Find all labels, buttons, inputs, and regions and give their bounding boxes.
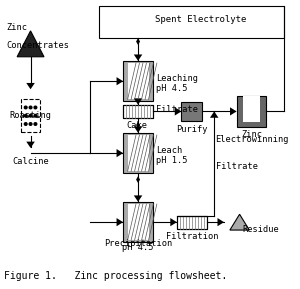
Bar (123, 133, 153, 173)
Bar (128, 63, 148, 99)
Text: pH 4.5: pH 4.5 (156, 84, 188, 93)
Circle shape (24, 123, 27, 125)
Polygon shape (134, 195, 142, 202)
Text: Purify: Purify (176, 125, 208, 134)
Text: Cake: Cake (126, 121, 147, 130)
Circle shape (24, 106, 27, 109)
Text: Zinc: Zinc (241, 130, 262, 139)
Polygon shape (175, 107, 181, 116)
Bar (123, 61, 153, 101)
Bar (123, 202, 153, 242)
Bar (21, 99, 40, 132)
Bar (99, 6, 284, 38)
Polygon shape (170, 218, 177, 226)
Polygon shape (136, 122, 140, 129)
Polygon shape (134, 126, 142, 133)
Bar (177, 216, 207, 229)
Text: Leach: Leach (156, 146, 182, 155)
Polygon shape (134, 98, 142, 105)
Bar (237, 96, 266, 127)
Polygon shape (136, 38, 140, 45)
Circle shape (29, 123, 32, 125)
Polygon shape (26, 83, 35, 89)
Bar (128, 204, 148, 240)
Polygon shape (230, 214, 249, 230)
Text: Zinc: Zinc (7, 23, 28, 32)
Text: Precipitation: Precipitation (104, 239, 172, 248)
Text: Filtration: Filtration (166, 231, 218, 240)
Polygon shape (117, 218, 123, 226)
Bar (243, 96, 260, 122)
Text: Spent Electrolyte: Spent Electrolyte (155, 15, 247, 24)
Bar (123, 105, 153, 118)
Polygon shape (210, 112, 218, 118)
Text: Electrowinning: Electrowinning (215, 135, 288, 144)
Text: Residue: Residue (242, 225, 279, 234)
Text: Concentrates: Concentrates (7, 41, 70, 50)
Polygon shape (26, 142, 35, 148)
Text: Leaching: Leaching (156, 74, 198, 83)
Text: Filtrate: Filtrate (156, 105, 198, 114)
Text: Filtrate: Filtrate (216, 162, 258, 171)
Polygon shape (136, 176, 140, 183)
Polygon shape (218, 218, 224, 226)
Bar (182, 102, 202, 121)
Bar (123, 61, 153, 101)
Text: Roasting: Roasting (10, 111, 52, 120)
Bar (123, 133, 153, 173)
Circle shape (29, 106, 32, 109)
Polygon shape (117, 77, 123, 85)
Circle shape (24, 114, 27, 117)
Polygon shape (230, 107, 237, 116)
Text: pH 4.5: pH 4.5 (122, 243, 154, 252)
Circle shape (29, 114, 32, 117)
Bar (123, 202, 153, 242)
Polygon shape (17, 31, 44, 57)
Bar (177, 216, 207, 229)
Circle shape (34, 106, 37, 109)
Polygon shape (117, 149, 123, 157)
Circle shape (34, 114, 37, 117)
Text: Figure 1.   Zinc processing flowsheet.: Figure 1. Zinc processing flowsheet. (4, 271, 227, 281)
Bar (128, 135, 148, 171)
Text: pH 1.5: pH 1.5 (156, 156, 188, 165)
Circle shape (34, 123, 37, 125)
Polygon shape (134, 55, 142, 61)
Bar (123, 105, 153, 118)
Text: Calcine: Calcine (12, 157, 49, 166)
